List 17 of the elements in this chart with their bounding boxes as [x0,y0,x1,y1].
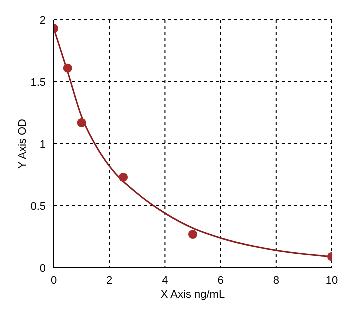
y-tick-label: 0 [40,262,46,275]
y-tick-label: 2 [40,14,46,27]
x-tick-label: 10 [326,274,338,287]
x-tick-label: 4 [162,274,168,287]
x-tick-label: 6 [218,274,224,287]
y-tick-label: 1.5 [30,76,46,89]
x-axis-title: X Axis ng/mL [160,289,226,301]
y-tick-label: 0.5 [30,200,46,213]
x-tick-label: 2 [106,274,113,287]
point [188,230,198,240]
y-axis-title: Y Axis OD [16,118,29,169]
point [118,172,128,182]
point [63,64,72,73]
x-tick-label: 8 [273,274,280,287]
point [77,118,86,128]
y-tick-label: 1 [40,138,46,151]
x-tick-label: 0 [50,274,58,287]
